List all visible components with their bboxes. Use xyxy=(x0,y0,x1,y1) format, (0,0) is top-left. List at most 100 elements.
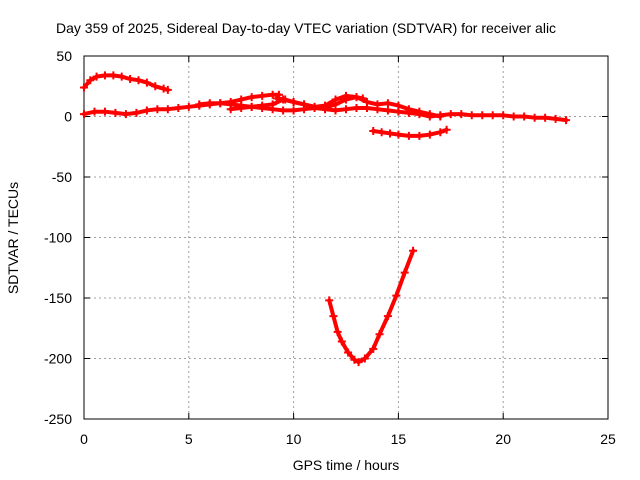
data-point xyxy=(394,101,403,110)
data-point xyxy=(436,128,445,137)
y-axis-title: SDTVAR / TECUs xyxy=(5,182,21,294)
data-point xyxy=(195,100,204,109)
data-point xyxy=(425,110,434,119)
data-point xyxy=(281,95,290,104)
data-point xyxy=(383,312,392,321)
data-point xyxy=(90,107,99,116)
x-tick-label: 10 xyxy=(286,431,302,447)
data-point xyxy=(383,99,392,108)
data-point xyxy=(132,108,141,117)
data-point xyxy=(358,94,367,103)
data-point xyxy=(289,97,298,106)
data-point xyxy=(373,100,382,109)
y-tick-label: -50 xyxy=(52,169,72,185)
data-point xyxy=(394,130,403,139)
data-point xyxy=(159,84,168,93)
data-point xyxy=(321,104,330,113)
data-point xyxy=(446,110,455,119)
data-point xyxy=(279,106,288,115)
data-point xyxy=(151,82,160,91)
data-point xyxy=(80,83,88,92)
data-point xyxy=(142,106,151,115)
data-point xyxy=(100,71,109,80)
data-point xyxy=(205,99,214,108)
data-point xyxy=(121,110,130,119)
x-tick-label: 25 xyxy=(600,431,616,447)
y-tick-label: -250 xyxy=(44,411,72,427)
data-point xyxy=(409,246,418,255)
data-point xyxy=(377,128,386,137)
data-point xyxy=(92,72,101,81)
data-point xyxy=(541,113,550,122)
data-point xyxy=(100,107,109,116)
axis-ticks: 0 5 10 15 20 25 -250 -200 -150 -100 -50 0 50 xyxy=(44,48,616,447)
data-point xyxy=(436,112,445,121)
x-tick-label: 15 xyxy=(391,431,407,447)
chart-title: Day 359 of 2025, Sidereal Day-to-day VTE… xyxy=(56,20,556,36)
data-point xyxy=(369,344,378,353)
data-point xyxy=(392,291,401,300)
data-point xyxy=(226,97,235,106)
data-point xyxy=(126,74,135,83)
data-point xyxy=(354,358,363,367)
data-point xyxy=(342,105,350,114)
y-tick-label: -200 xyxy=(44,351,72,367)
data-point xyxy=(163,105,172,114)
data-point xyxy=(425,130,434,139)
data-point xyxy=(442,125,451,134)
data-point xyxy=(404,131,413,140)
data-point xyxy=(109,71,118,80)
data-point xyxy=(237,95,246,104)
data-point xyxy=(375,330,384,339)
data-point xyxy=(386,129,395,138)
data-point xyxy=(268,100,277,109)
series-group xyxy=(80,71,571,367)
data-point xyxy=(289,106,298,115)
data-point xyxy=(344,348,353,357)
data-point xyxy=(383,106,392,115)
data-point xyxy=(226,105,235,114)
data-point xyxy=(467,111,476,120)
y-tick-label: -150 xyxy=(44,290,72,306)
data-point xyxy=(352,93,361,102)
data-point xyxy=(488,111,497,120)
y-tick-label: 50 xyxy=(56,48,72,64)
data-point xyxy=(331,100,340,109)
data-point xyxy=(551,114,560,123)
data-point xyxy=(272,94,281,103)
data-point xyxy=(478,111,487,120)
data-point xyxy=(342,95,350,104)
data-point xyxy=(362,97,371,106)
data-point xyxy=(163,85,172,94)
data-point xyxy=(247,93,256,102)
data-point xyxy=(415,107,424,116)
x-tick-label: 0 xyxy=(80,431,88,447)
data-point xyxy=(360,354,369,363)
data-point xyxy=(134,76,143,85)
data-point xyxy=(153,105,162,114)
data-point xyxy=(142,78,151,87)
data-point xyxy=(350,355,359,364)
series-line-arc-5 xyxy=(274,95,365,110)
data-point xyxy=(247,102,256,111)
data-point xyxy=(310,102,319,111)
data-point xyxy=(457,110,466,119)
x-axis-title: GPS time / hours xyxy=(293,457,400,473)
y-tick-label: 0 xyxy=(64,109,72,125)
data-point xyxy=(80,110,88,119)
x-tick-label: 20 xyxy=(495,431,511,447)
data-point xyxy=(415,131,424,140)
data-point xyxy=(237,104,246,113)
data-point xyxy=(329,312,338,321)
data-point xyxy=(404,105,413,114)
data-point xyxy=(333,327,342,336)
data-point xyxy=(352,104,361,113)
data-point xyxy=(258,91,267,100)
data-point xyxy=(174,104,183,113)
data-point xyxy=(530,113,539,122)
data-point xyxy=(337,337,346,346)
data-point xyxy=(86,76,95,85)
data-point xyxy=(184,102,193,111)
data-point xyxy=(258,101,267,110)
